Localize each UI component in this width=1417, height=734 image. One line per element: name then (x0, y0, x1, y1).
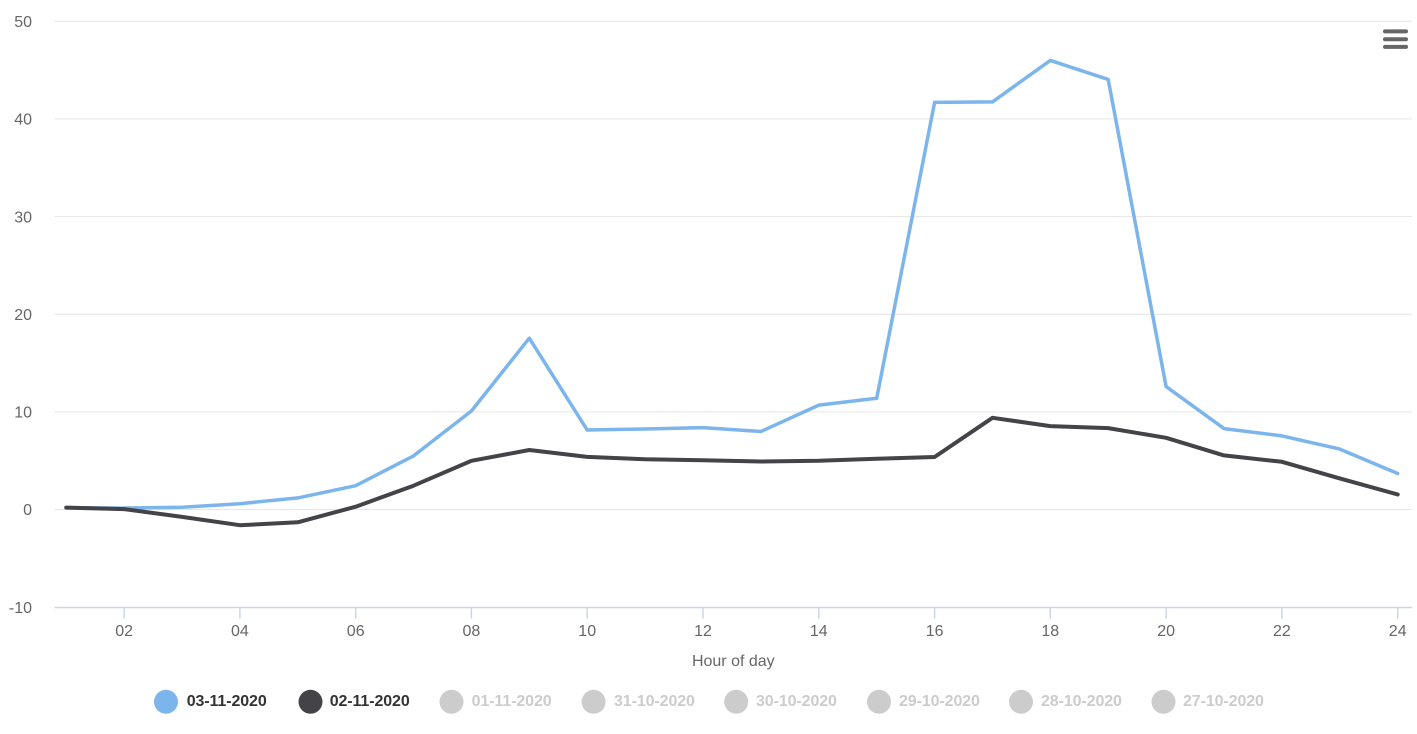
svg-text:22: 22 (1273, 623, 1291, 640)
svg-text:Hour of day: Hour of day (692, 653, 775, 670)
svg-text:08: 08 (463, 623, 481, 640)
svg-text:02: 02 (115, 623, 133, 640)
svg-text:29-10-2020: 29-10-2020 (899, 693, 980, 710)
svg-text:10: 10 (578, 623, 596, 640)
svg-text:02-11-2020: 02-11-2020 (330, 693, 410, 710)
svg-text:30: 30 (14, 209, 32, 226)
svg-text:31-10-2020: 31-10-2020 (614, 693, 695, 710)
svg-text:30-10-2020: 30-10-2020 (756, 693, 837, 710)
svg-text:14: 14 (810, 623, 828, 640)
svg-text:06: 06 (347, 623, 365, 640)
svg-text:-10: -10 (9, 600, 32, 617)
svg-text:0: 0 (23, 502, 32, 519)
svg-text:50: 50 (14, 14, 32, 31)
svg-text:03-11-2020: 03-11-2020 (187, 693, 267, 710)
svg-text:01-11-2020: 01-11-2020 (472, 693, 552, 710)
svg-text:20: 20 (14, 307, 32, 324)
svg-text:27-10-2020: 27-10-2020 (1183, 693, 1264, 710)
svg-text:04: 04 (231, 623, 249, 640)
svg-text:40: 40 (14, 112, 32, 129)
svg-text:10: 10 (14, 405, 32, 422)
svg-text:12: 12 (694, 623, 712, 640)
svg-text:18: 18 (1041, 623, 1059, 640)
svg-text:16: 16 (926, 623, 944, 640)
svg-text:20: 20 (1157, 623, 1175, 640)
svg-text:24: 24 (1389, 623, 1407, 640)
svg-text:28-10-2020: 28-10-2020 (1041, 693, 1122, 710)
